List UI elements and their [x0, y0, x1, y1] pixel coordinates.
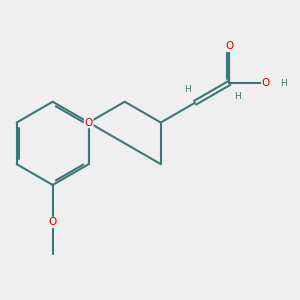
Text: H: H — [280, 79, 287, 88]
Text: H: H — [234, 92, 241, 101]
Text: H: H — [184, 85, 190, 94]
Text: O: O — [85, 118, 93, 128]
Text: O: O — [225, 41, 233, 51]
Text: O: O — [49, 218, 57, 227]
Text: O: O — [262, 78, 270, 88]
